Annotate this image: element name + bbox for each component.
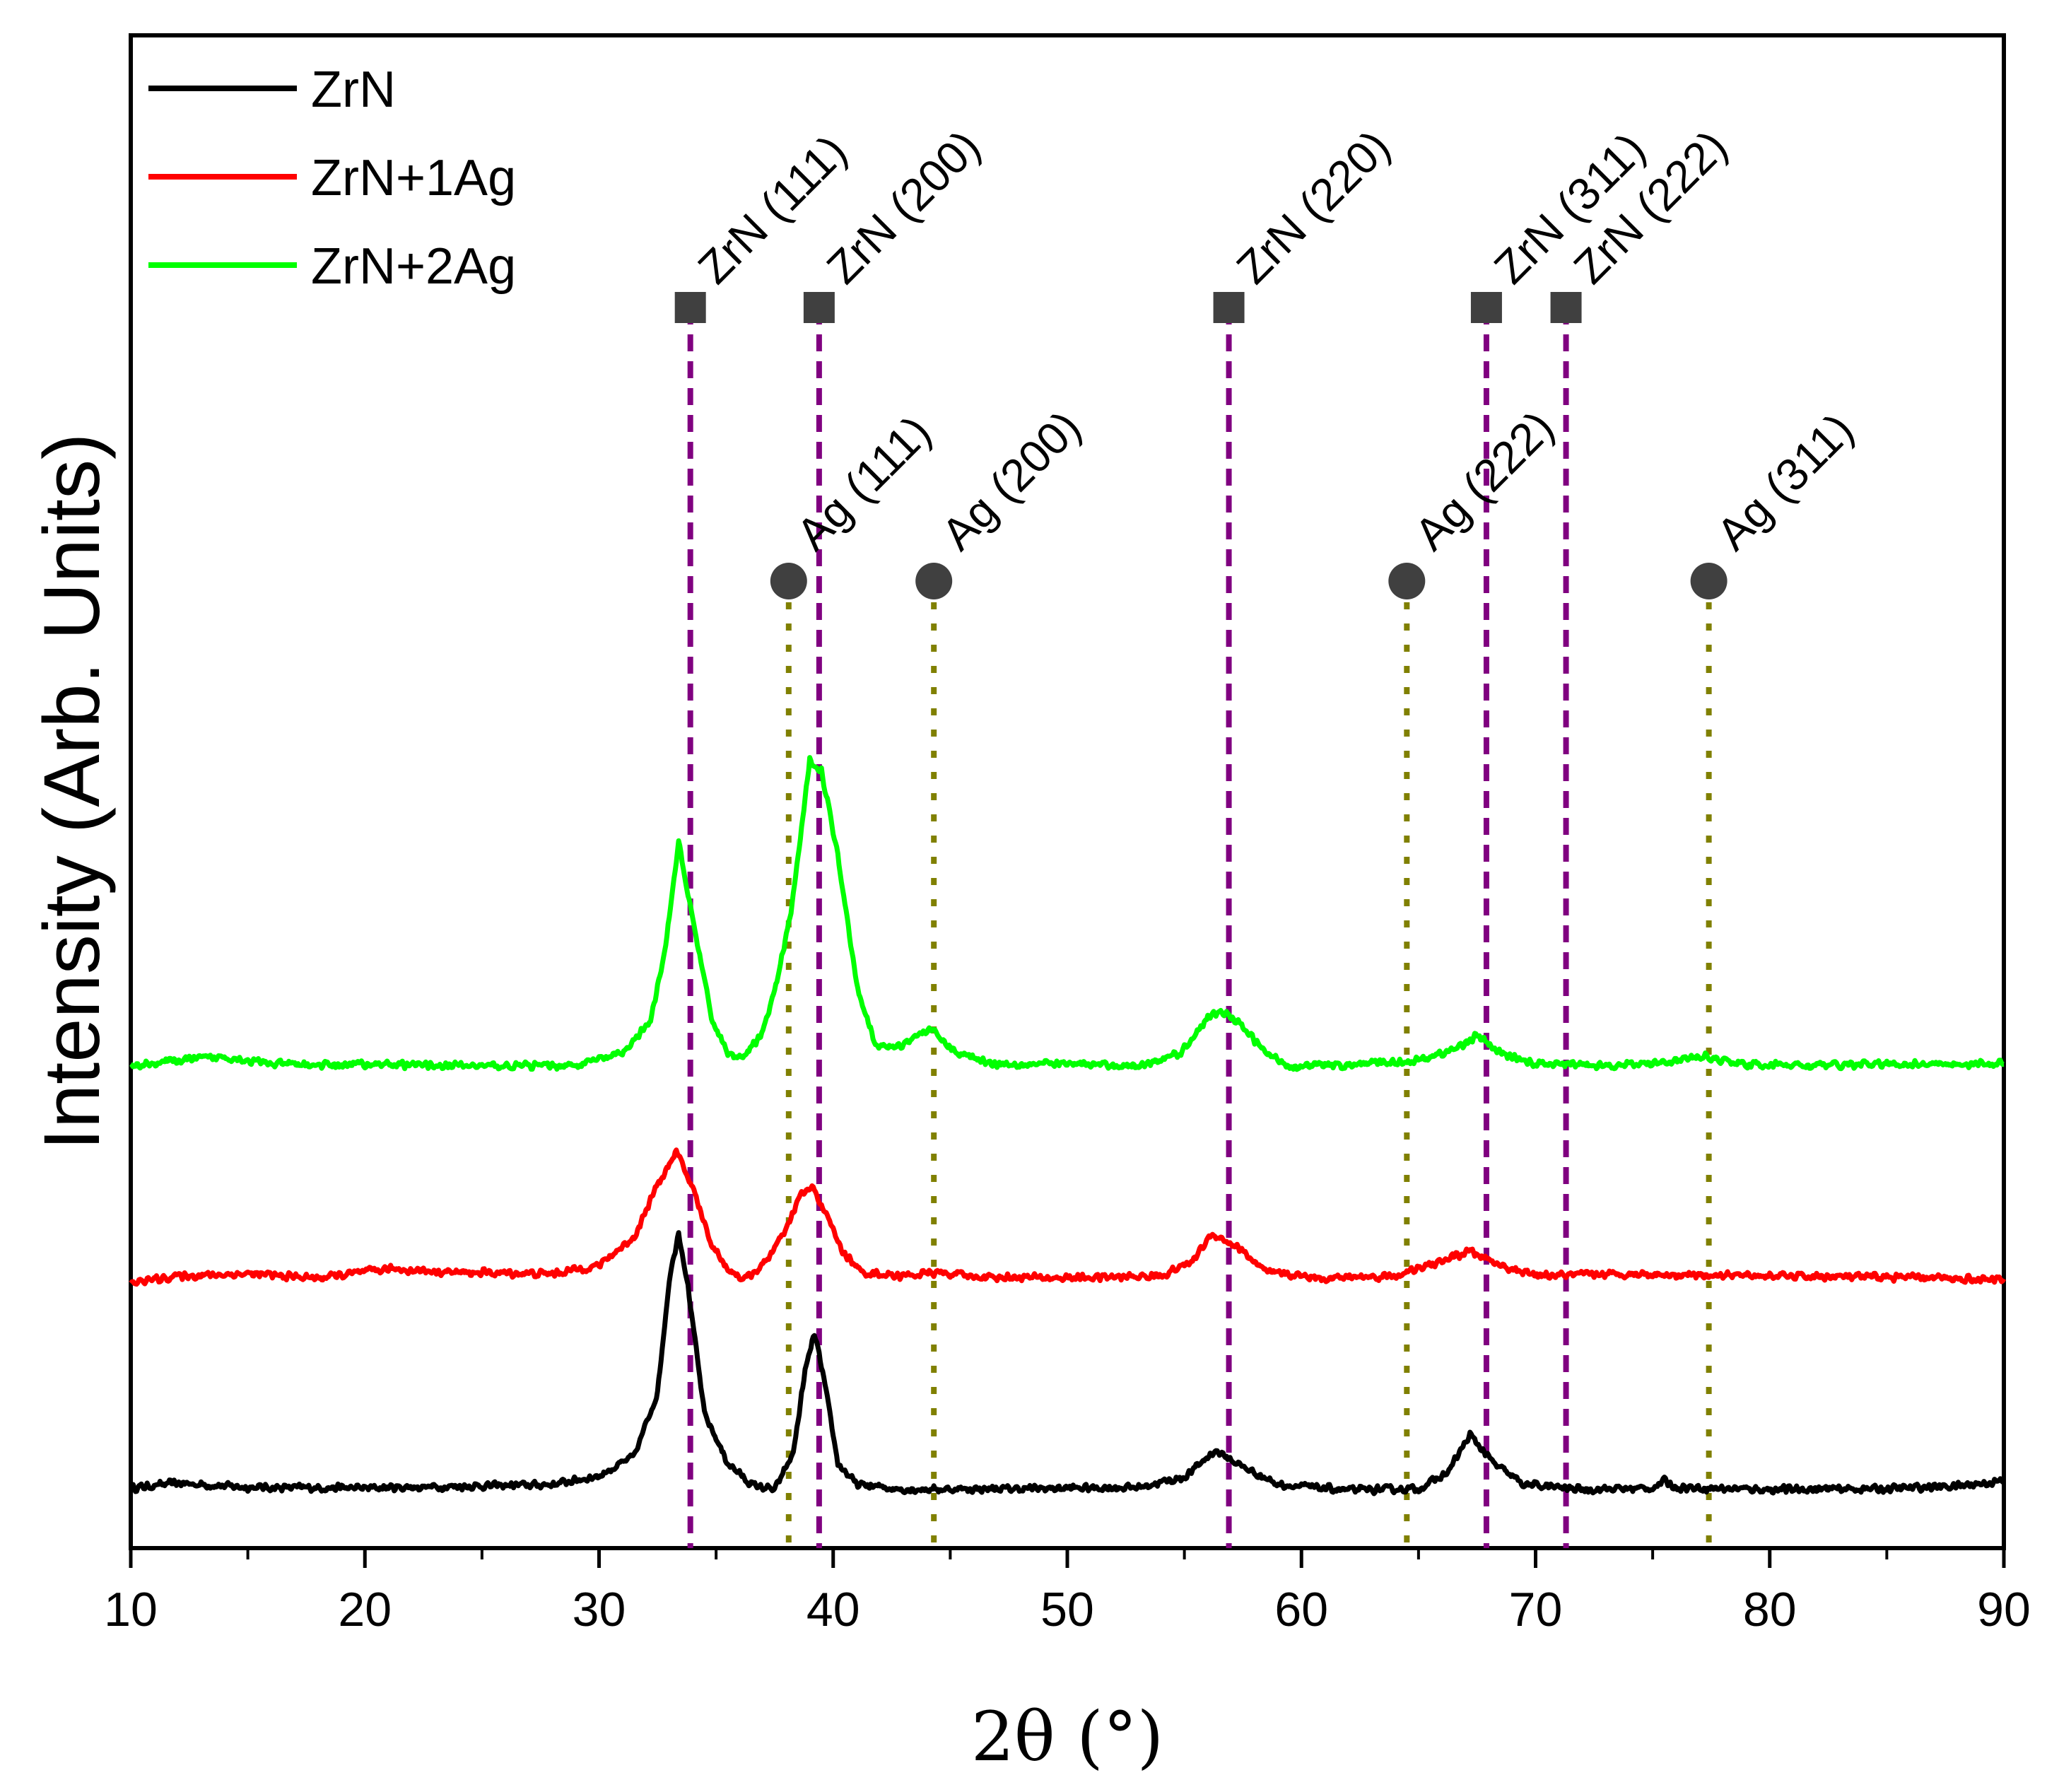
zrn-peak-label: ZrN (220): [1227, 120, 1400, 293]
x-tick-label: 40: [806, 1583, 860, 1636]
ag-circle-marker: [915, 563, 953, 599]
x-tick-label: 10: [104, 1583, 158, 1636]
ag-peak-label: Ag (311): [1707, 404, 1863, 560]
ag-peak-label: Ag (111): [787, 406, 941, 560]
x-tick-label: 20: [338, 1583, 392, 1636]
series-line-zrn-1ag: [129, 1147, 2007, 1287]
y-axis-title: Intensity (Arb. Units): [28, 433, 116, 1151]
x-tick-label: 30: [573, 1583, 626, 1636]
zrn-peak-label: ZrN (200): [817, 120, 990, 293]
zrn-square-marker: [1550, 292, 1582, 323]
data-series: [129, 755, 2007, 1497]
x-axis: 10 20 30 40 50 60 70 80 90: [104, 1548, 2031, 1636]
series-line-zrn: [129, 1230, 2007, 1497]
ag-circle-marker: [770, 563, 807, 599]
zrn-square-marker: [674, 292, 706, 323]
zrn-square-marker: [1470, 292, 1502, 323]
legend-label: ZrN+2Ag: [311, 238, 516, 295]
x-tick-label: 50: [1040, 1583, 1094, 1636]
x-tick-label: 80: [1743, 1583, 1797, 1636]
legend-label: ZrN: [311, 62, 396, 118]
x-tick-label: 90: [1977, 1583, 2031, 1636]
x-tick-label: 60: [1274, 1583, 1328, 1636]
legend-label: ZrN+1Ag: [311, 150, 516, 206]
reference-markers: ZrN (111)ZrN (200) ZrN (220) ZrN (311)ZrN …: [674, 120, 1863, 599]
zrn-square-marker: [803, 292, 835, 323]
ag-circle-marker: [1388, 563, 1426, 599]
series-line-zrn-2ag: [129, 755, 2005, 1072]
zrn-square-marker: [1213, 292, 1245, 323]
x-tick-label: 70: [1509, 1583, 1563, 1636]
ag-circle-marker: [1690, 563, 1727, 599]
ag-peak-label: Ag (200): [932, 401, 1090, 559]
legend: ZrN ZrN+1Ag ZrN+2Ag: [148, 62, 516, 295]
x-axis-title: 2θ (°): [971, 1697, 1163, 1776]
